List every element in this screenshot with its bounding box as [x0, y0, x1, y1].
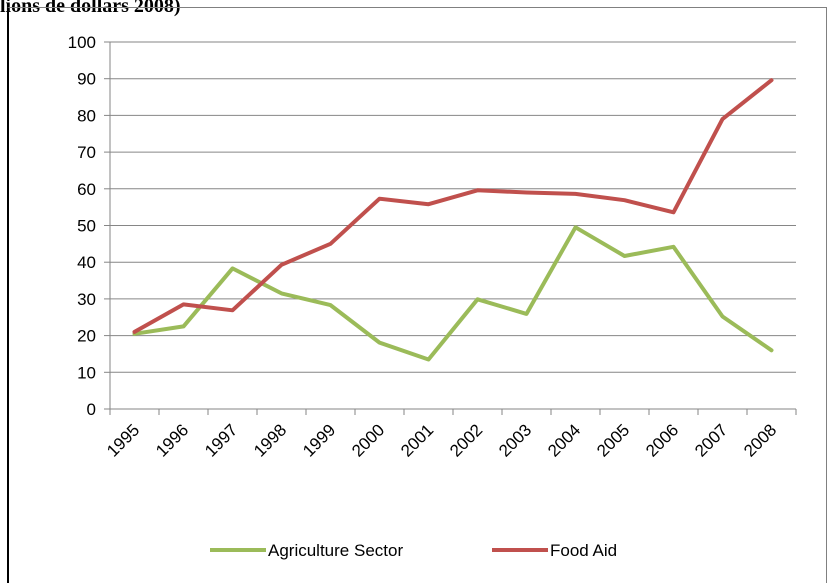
y-tick-label-40: 40 — [77, 253, 96, 272]
x-tick-label-2001: 2001 — [397, 420, 437, 460]
y-tick-label-50: 50 — [77, 217, 96, 236]
chart-frame — [7, 7, 827, 583]
legend-label-food-aid: Food Aid — [550, 541, 617, 560]
x-tick-label-2007: 2007 — [691, 420, 731, 460]
x-tick-label-2004: 2004 — [544, 420, 584, 460]
page-title: lions de dollars 2008) — [0, 0, 181, 17]
y-tick-label-90: 90 — [77, 70, 96, 89]
y-tick-label-0: 0 — [87, 400, 96, 419]
x-tick-label-1995: 1995 — [103, 420, 143, 460]
x-tick-label-1996: 1996 — [152, 420, 192, 460]
x-tick-label-2005: 2005 — [593, 420, 633, 460]
y-tick-label-80: 80 — [77, 106, 96, 125]
series-line-food-aid — [132, 78, 774, 334]
x-tick-label-1999: 1999 — [299, 420, 339, 460]
x-tick-label-2002: 2002 — [446, 420, 486, 460]
x-tick-label-1997: 1997 — [201, 420, 241, 460]
x-tick-label-1998: 1998 — [250, 420, 290, 460]
y-tick-label-20: 20 — [77, 327, 96, 346]
x-tick-label-2000: 2000 — [348, 420, 388, 460]
y-tick-label-70: 70 — [77, 143, 96, 162]
x-tick-label-2003: 2003 — [495, 420, 535, 460]
y-tick-label-30: 30 — [77, 290, 96, 309]
legend-label-agriculture-sector: Agriculture Sector — [268, 541, 403, 560]
series-line-agriculture-sector — [132, 225, 774, 362]
y-tick-label-60: 60 — [77, 180, 96, 199]
x-tick-label-2008: 2008 — [740, 420, 780, 460]
x-tick-label-2006: 2006 — [642, 420, 682, 460]
y-tick-label-100: 100 — [68, 33, 96, 52]
y-tick-label-10: 10 — [77, 363, 96, 382]
